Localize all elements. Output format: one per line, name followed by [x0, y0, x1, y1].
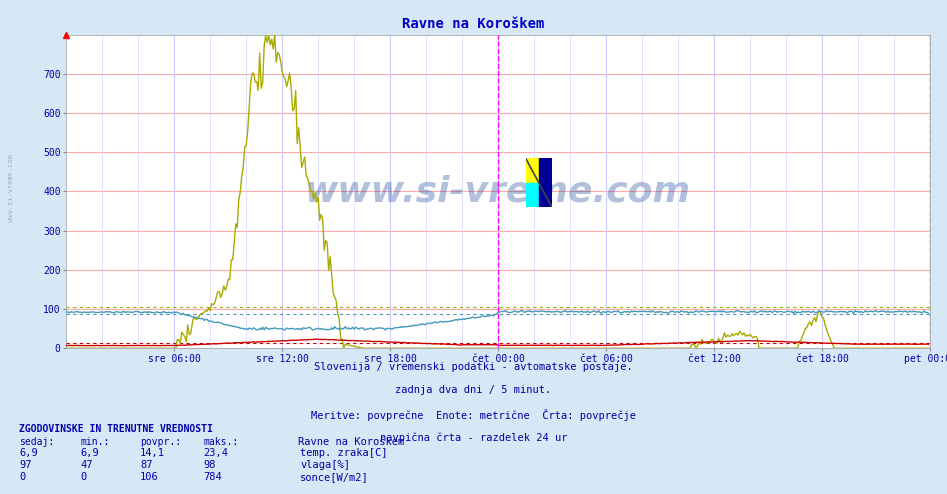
Text: 47: 47	[80, 460, 93, 470]
Text: 0: 0	[80, 472, 87, 482]
Text: vlaga[%]: vlaga[%]	[300, 460, 350, 470]
Text: 87: 87	[140, 460, 152, 470]
Text: www.si-vreme.com: www.si-vreme.com	[8, 154, 13, 222]
Text: 97: 97	[19, 460, 31, 470]
Text: 98: 98	[204, 460, 216, 470]
Text: 6,9: 6,9	[80, 449, 99, 458]
Bar	[526, 158, 539, 183]
Text: 784: 784	[204, 472, 223, 482]
Text: povpr.:: povpr.:	[140, 437, 181, 447]
Text: temp. zraka[C]: temp. zraka[C]	[300, 449, 387, 458]
Text: zadnja dva dni / 5 minut.: zadnja dva dni / 5 minut.	[396, 385, 551, 395]
Bar	[526, 183, 539, 207]
Text: Meritve: povprečne  Enote: metrične  Črta: povprečje: Meritve: povprečne Enote: metrične Črta:…	[311, 409, 636, 421]
Text: 23,4: 23,4	[204, 449, 228, 458]
Text: sonce[W/m2]: sonce[W/m2]	[300, 472, 369, 482]
Text: min.:: min.:	[80, 437, 110, 447]
Text: 6,9: 6,9	[19, 449, 38, 458]
Text: 0: 0	[19, 472, 26, 482]
Polygon shape	[539, 158, 552, 207]
Text: Slovenija / vremenski podatki - avtomatske postaje.: Slovenija / vremenski podatki - avtomats…	[314, 362, 633, 371]
Text: www.si-vreme.com: www.si-vreme.com	[305, 174, 691, 208]
Text: 106: 106	[140, 472, 159, 482]
Text: navpična črta - razdelek 24 ur: navpična črta - razdelek 24 ur	[380, 433, 567, 443]
Text: ZGODOVINSKE IN TRENUTNE VREDNOSTI: ZGODOVINSKE IN TRENUTNE VREDNOSTI	[19, 424, 213, 434]
Text: sedaj:: sedaj:	[19, 437, 54, 447]
Text: maks.:: maks.:	[204, 437, 239, 447]
Text: 14,1: 14,1	[140, 449, 165, 458]
Text: Ravne na Koroškem: Ravne na Koroškem	[402, 17, 545, 31]
Text: Ravne na Koroškem: Ravne na Koroškem	[298, 437, 404, 447]
